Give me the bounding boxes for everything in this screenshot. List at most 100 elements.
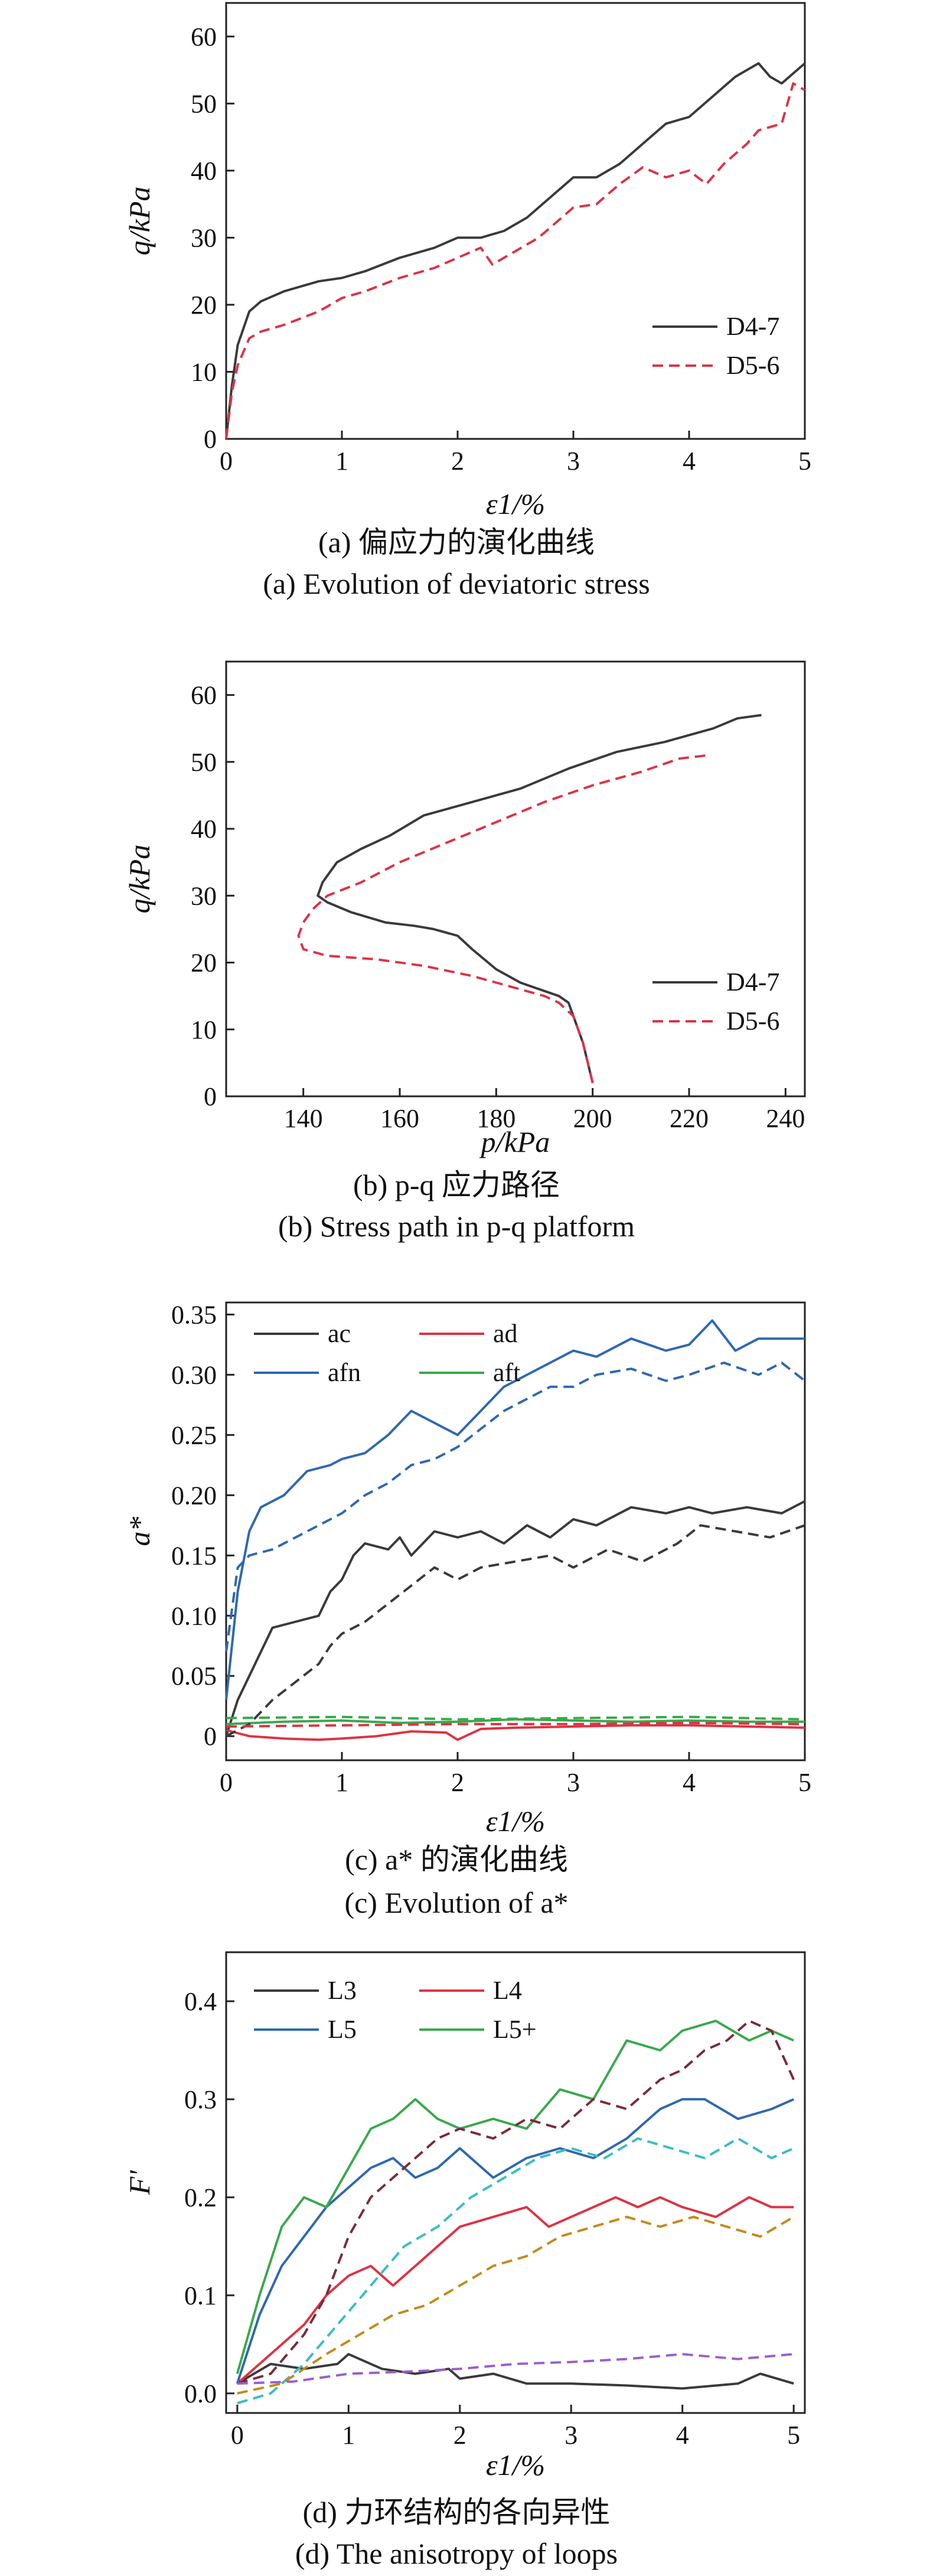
- x-tick-label: 2: [453, 2421, 466, 2450]
- y-tick-label: 0: [204, 425, 217, 454]
- series-line-ad: [226, 1724, 805, 1741]
- chart-panel-1: 0 1 2 3 4 50102030405060ε1/%q/kPaD4-7D5-6(a) …: [123, 2, 811, 600]
- y-tick-label: 0.25: [171, 1421, 217, 1450]
- y-tick-label: 0.3: [184, 2085, 217, 2114]
- y-axis-label: q/kPa: [123, 845, 156, 914]
- y-tick-label: 60: [191, 22, 217, 51]
- x-tick-label: 3: [567, 1768, 580, 1797]
- x-tick-label: 4: [683, 1768, 696, 1797]
- y-axis-label: q/kPa: [123, 187, 156, 256]
- y-axis-label: F': [123, 2170, 156, 2196]
- x-tick-label: 140: [284, 1104, 323, 1133]
- plot-frame: [225, 1301, 806, 1761]
- series-line-black-dashed: [226, 1524, 805, 1737]
- y-tick-label: 50: [191, 89, 217, 118]
- x-tick-label: 4: [676, 2421, 689, 2450]
- x-tick-label: 2: [451, 447, 464, 476]
- series-line-d5-6: [297, 754, 709, 1083]
- legend-label: D5-6: [726, 1007, 779, 1035]
- caption-en: (c) Evolution of a*: [344, 1886, 568, 1919]
- caption-cn: (d) 力环结构的各向异性: [303, 2496, 611, 2529]
- y-tick-label: 20: [191, 949, 217, 978]
- x-axis-label: ε1/%: [486, 487, 545, 520]
- x-tick-label: 1: [335, 447, 348, 476]
- y-axis-label: a*: [123, 1517, 156, 1546]
- x-tick-label: 160: [380, 1104, 419, 1133]
- x-tick-label: 200: [573, 1104, 612, 1133]
- legend-label: ac: [328, 1319, 351, 1348]
- caption-cn: (a) 偏应力的演化曲线: [318, 526, 595, 559]
- y-tick-label: 0: [204, 1082, 217, 1111]
- series-line-ac: [225, 1500, 805, 1737]
- series-line-blue-dashed: [225, 1362, 806, 1652]
- plot-frame: [225, 2, 806, 440]
- y-tick-label: 0.4: [184, 1987, 217, 2016]
- legend-label: L5+: [493, 2015, 537, 2044]
- y-tick-label: 0.05: [171, 1662, 217, 1691]
- series-line-brown-dashed: [237, 2020, 795, 2385]
- y-tick-label: 0.1: [184, 2281, 217, 2310]
- series-line-l4: [236, 2196, 794, 2385]
- x-axis-label: p/kPa: [479, 1125, 550, 1158]
- series-line-d4-7: [316, 714, 762, 1083]
- series-line-cyan-dashed: [237, 2137, 795, 2405]
- plot-frame: [225, 660, 806, 1098]
- x-axis-label: ε1/%: [486, 1805, 545, 1838]
- x-tick-label: 5: [798, 1768, 811, 1797]
- series-line-green-dashed: [226, 1715, 805, 1721]
- caption-cn: (b) p-q 应力路径: [353, 1168, 560, 1201]
- series-line-l5-: [236, 2020, 795, 2375]
- y-tick-label: 0.35: [171, 1300, 217, 1329]
- legend-label: L5: [328, 2015, 357, 2044]
- caption-en: (b) Stress path in p-q platform: [278, 1210, 635, 1243]
- series-line-d5-6: [225, 82, 806, 439]
- legend-label: L4: [493, 1976, 522, 2005]
- series-line-red-dashed: [226, 1721, 805, 1728]
- legend-label: D4-7: [726, 968, 779, 996]
- y-tick-label: 0: [204, 1722, 217, 1751]
- legend-label: afn: [328, 1358, 361, 1387]
- x-tick-label: 0: [220, 447, 233, 476]
- y-tick-label: 20: [191, 291, 217, 320]
- series-line-purple-dashed: [237, 2353, 794, 2385]
- series-line-d4-7: [225, 62, 806, 439]
- legend-label: D4-7: [726, 312, 779, 341]
- series-line-l3: [236, 2353, 794, 2390]
- x-tick-label: 180: [477, 1104, 515, 1133]
- y-tick-label: 0.10: [171, 1601, 217, 1630]
- series-line-orange-dashed: [237, 2216, 795, 2395]
- y-tick-label: 40: [191, 815, 217, 844]
- legend-label: D5-6: [726, 351, 779, 380]
- x-tick-label: 4: [683, 447, 696, 476]
- y-tick-label: 60: [191, 681, 217, 710]
- y-tick-label: 10: [191, 1015, 217, 1044]
- x-tick-label: 5: [787, 2421, 800, 2450]
- y-tick-label: 0.0: [184, 2379, 217, 2408]
- y-tick-label: 40: [191, 157, 217, 185]
- x-tick-label: 220: [670, 1104, 709, 1133]
- legend-label: L3: [328, 1976, 357, 2005]
- x-tick-label: 1: [335, 1768, 348, 1797]
- x-tick-label: 0: [220, 1768, 233, 1797]
- x-axis-label: ε1/%: [486, 2448, 545, 2481]
- y-tick-label: 30: [191, 881, 217, 910]
- caption-en: (d) The anisotropy of loops: [295, 2537, 618, 2570]
- legend-label: ad: [493, 1319, 518, 1348]
- caption-en: (a) Evolution of deviatoric stress: [263, 567, 650, 600]
- y-tick-label: 0.2: [184, 2183, 217, 2212]
- series-line-l5: [236, 2098, 795, 2384]
- legend-label: aft: [493, 1358, 520, 1387]
- y-tick-label: 0.20: [171, 1481, 217, 1510]
- chart-panel-2: 140 160 180 200 220 240 0 10 20 30 40 50 60 p/kPa q/kP…: [123, 660, 806, 1243]
- x-tick-label: 0: [231, 2421, 244, 2450]
- y-tick-label: 0.30: [171, 1360, 217, 1389]
- caption-cn: (c) a* 的演化曲线: [345, 1843, 568, 1876]
- series-line-afn: [225, 1319, 805, 1701]
- x-tick-label: 240: [766, 1104, 805, 1133]
- x-tick-label: 2: [451, 1768, 464, 1797]
- x-tick-label: 3: [564, 2421, 577, 2450]
- y-tick-label: 50: [191, 748, 217, 777]
- chart-panel-3: 0 1 2 3 4 5 0 0.05 0.10 0.15 0.20 0.25 0.30 0.35 ε1/% a…: [123, 1300, 811, 1919]
- x-tick-label: 3: [567, 447, 580, 476]
